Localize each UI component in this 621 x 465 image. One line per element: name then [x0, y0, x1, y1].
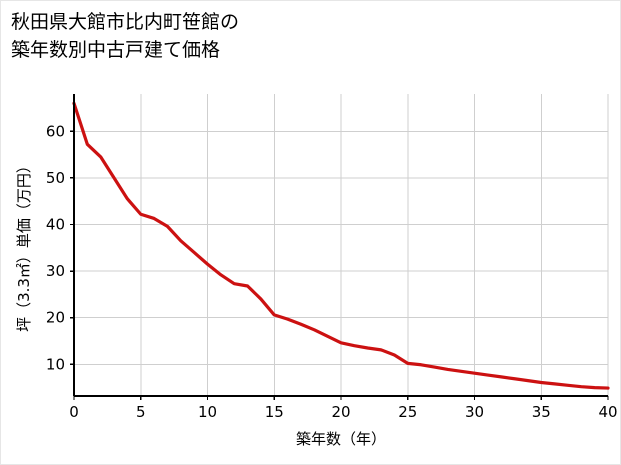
y-tick-label: 50	[46, 169, 65, 187]
x-tick-label: 30	[465, 403, 484, 421]
page-title: 秋田県大館市比内町笹館の 築年数別中古戸建て価格	[11, 11, 240, 61]
x-tick-label: 0	[69, 403, 79, 421]
x-tick-label: 25	[398, 403, 417, 421]
x-tick-label: 15	[265, 403, 284, 421]
axis-group	[70, 94, 609, 400]
x-tick-label: 35	[532, 403, 551, 421]
tick-labels-group: 0 5 10 15 20 25 30 35 40 10 20 30 40 50 60	[46, 122, 618, 421]
y-tick-label: 30	[46, 262, 65, 280]
y-tick-label: 40	[46, 215, 65, 233]
axis-titles-group: 築年数（年） 坪（3.3㎡）単価（万円）	[15, 158, 386, 448]
gridlines-group	[74, 94, 609, 396]
y-tick-label: 20	[46, 309, 65, 327]
x-axis-title: 築年数（年）	[296, 430, 386, 448]
y-tick-label: 10	[46, 355, 65, 373]
price-line-series	[72, 101, 610, 390]
x-tick-label: 10	[198, 403, 217, 421]
x-tick-label: 5	[136, 403, 146, 421]
series-group	[72, 101, 610, 390]
x-tick-label: 20	[331, 403, 350, 421]
y-axis-title: 坪（3.3㎡）単価（万円）	[15, 158, 33, 332]
y-tick-label: 60	[46, 122, 65, 140]
x-tick-label: 40	[598, 403, 617, 421]
